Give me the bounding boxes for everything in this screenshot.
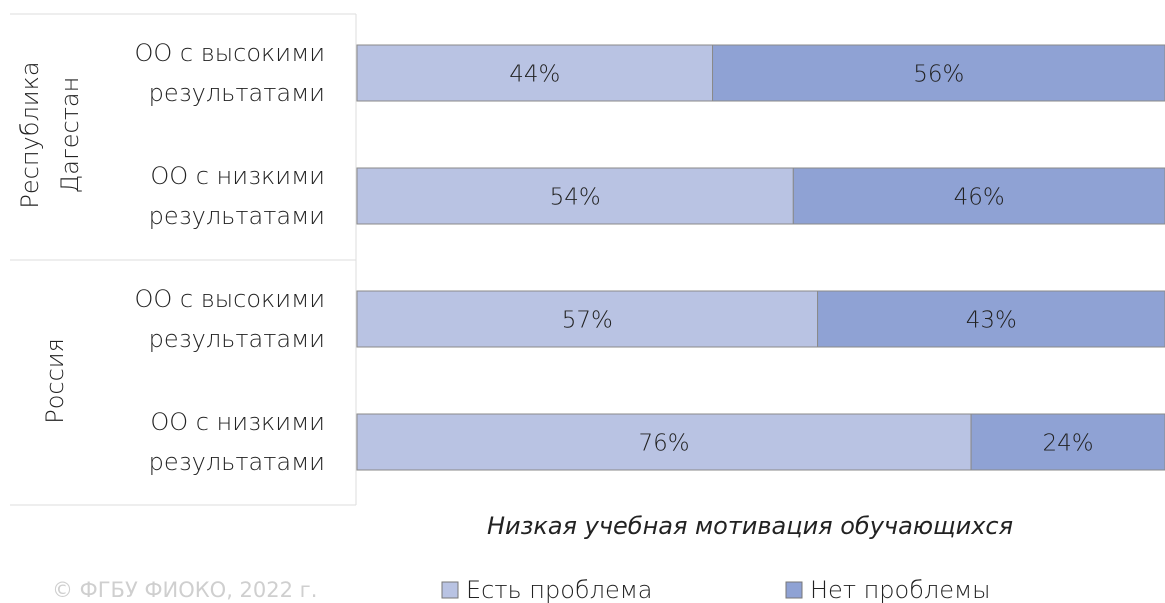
category-label: ОО с низкими результатами — [148, 162, 325, 230]
bar-segment — [970, 413, 1165, 471]
group-label: Россия — [41, 337, 69, 424]
value-label: 43% — [966, 308, 1017, 334]
bar-segment — [817, 290, 1165, 348]
bar-segment — [356, 413, 972, 471]
category-label: ОО с низкими результатами — [148, 408, 325, 476]
value-label: 57% — [562, 308, 613, 334]
legend-label: Есть проблема — [466, 576, 653, 603]
value-label: 54% — [550, 185, 601, 211]
source-note: © ФГБУ ФИОКО, 2022 г. — [52, 578, 317, 602]
bar-segment — [356, 290, 819, 348]
x-axis-title: Низкая учебная мотивация обучающихся — [487, 512, 1013, 540]
category-label: ОО с высокими результатами — [134, 39, 325, 107]
value-label: 76% — [638, 431, 689, 457]
bar-segment — [356, 167, 794, 225]
value-label: 56% — [913, 62, 964, 88]
bar-segment — [792, 167, 1165, 225]
value-label: 24% — [1042, 431, 1093, 457]
legend-swatch — [441, 581, 459, 599]
group-label: Республика Дагестан — [16, 60, 84, 209]
bar-segment — [712, 44, 1165, 102]
legend-swatch — [785, 581, 803, 599]
category-label: ОО с высокими результатами — [134, 285, 325, 353]
value-label: 44% — [509, 62, 560, 88]
legend-label: Нет проблемы — [810, 576, 990, 603]
value-label: 46% — [954, 185, 1005, 211]
